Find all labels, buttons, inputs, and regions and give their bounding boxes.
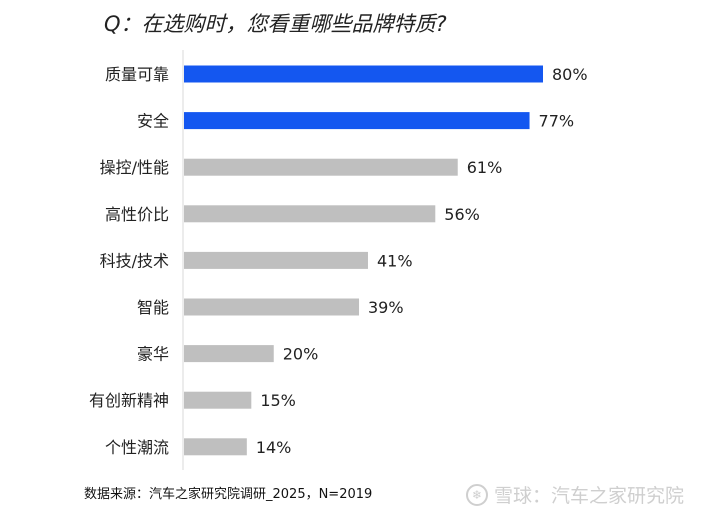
value-label: 14%: [256, 438, 292, 457]
data-source-note: 数据来源：汽车之家研究院调研_2025，N=2019: [84, 487, 373, 502]
category-label: 智能: [137, 298, 169, 317]
bar: [184, 345, 274, 363]
bar-chart: 质量可靠 80% 安全 77% 操控/性能 61% 高性价比 56% 科技/技术 41% 智能 39%…: [89, 50, 588, 470]
category-label: 个性潮流: [105, 438, 169, 457]
bar: [184, 205, 436, 223]
value-label: 80%: [552, 65, 588, 84]
bar: [184, 65, 543, 83]
value-label: 39%: [368, 298, 404, 317]
value-label: 56%: [444, 205, 480, 224]
snowball-logo-icon: ❄: [465, 483, 488, 506]
category-label: 安全: [137, 112, 169, 131]
category-label: 豪华: [137, 345, 169, 364]
category-label: 操控/性能: [100, 158, 169, 177]
category-label: 科技/技术: [100, 251, 169, 270]
bar: [184, 112, 530, 130]
bar: [184, 251, 368, 269]
bar: [184, 391, 252, 409]
chart-title: Q：在选购时，您看重哪些品牌特质?: [104, 12, 447, 36]
value-label: 20%: [283, 345, 319, 364]
watermark: ❄ 雪球：汽车之家研究院: [465, 481, 684, 508]
bar: [184, 438, 247, 456]
category-label: 质量可靠: [105, 65, 169, 84]
bar: [184, 158, 458, 176]
bar: [184, 298, 360, 316]
value-label: 15%: [260, 391, 296, 410]
category-label: 高性价比: [105, 205, 169, 224]
watermark-text: 雪球：汽车之家研究院: [493, 485, 684, 507]
category-label: 有创新精神: [89, 391, 169, 410]
value-label: 41%: [377, 251, 413, 270]
value-label: 61%: [467, 158, 503, 177]
value-label: 77%: [539, 112, 575, 131]
